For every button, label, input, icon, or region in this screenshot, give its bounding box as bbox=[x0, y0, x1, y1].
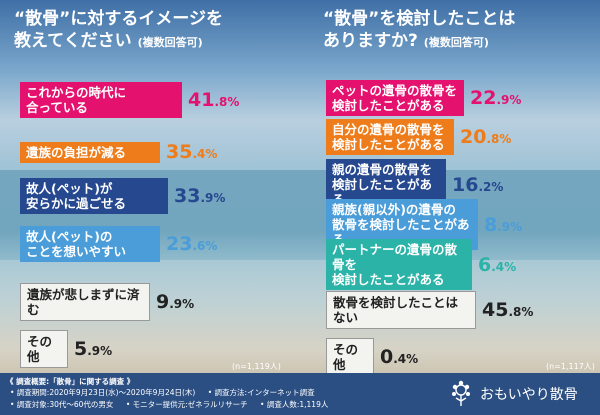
left-bar-0: これからの時代に 合っている 41.8% bbox=[20, 82, 239, 118]
survey-method: • 調査方法:インターネット調査 bbox=[207, 388, 315, 397]
left-category-label: これからの時代に 合っている bbox=[20, 82, 182, 118]
left-value-label: 5.9% bbox=[74, 338, 112, 360]
left-value-main: 5 bbox=[74, 338, 88, 360]
right-value-main: 20 bbox=[460, 126, 487, 148]
right-bar-1: 自分の遺骨の散骨を 検討したことがある 20.8% bbox=[326, 119, 511, 155]
right-bar-0: ペットの遺骨の散骨を 検討したことがある 22.9% bbox=[326, 80, 521, 116]
left-value-label: 33.9% bbox=[174, 185, 225, 207]
right-value-suffix: .8% bbox=[486, 132, 512, 146]
left-sample-size: (n=1,119人) bbox=[232, 362, 281, 371]
right-value-main: 8 bbox=[484, 213, 498, 236]
right-value-label: 22.9% bbox=[470, 87, 521, 109]
left-bar-5: その他 5.9% bbox=[20, 330, 112, 368]
survey-footer: 《 調査概要:「散骨」に関する調査 》 • 調査期間:2020年9月23日(水)… bbox=[0, 373, 600, 415]
left-value-suffix: .4% bbox=[192, 147, 218, 161]
right-value-main: 6 bbox=[478, 253, 492, 276]
left-bar-4: 遺族が悲しまずに済む 9.9% bbox=[20, 283, 194, 321]
left-category-label: 遺族が悲しまずに済む bbox=[20, 283, 150, 321]
survey-target: • 調査対象:30代～60代の男女 bbox=[10, 400, 114, 409]
right-value-label: 45.8% bbox=[482, 299, 533, 321]
left-value-main: 23 bbox=[166, 233, 193, 255]
left-value-suffix: .9% bbox=[200, 191, 226, 205]
right-value-label: 0.4% bbox=[380, 346, 418, 368]
right-value-suffix: .9% bbox=[496, 93, 522, 107]
right-category-label: 自分の遺骨の散骨を 検討したことがある bbox=[326, 119, 454, 155]
left-category-label: 遺族の負担が減る bbox=[20, 141, 160, 163]
survey-provider: • モニター提供元:ゼネラルリサーチ bbox=[125, 400, 248, 409]
left-value-main: 35 bbox=[166, 141, 193, 163]
left-bar-2: 故人(ペット)が 安らかに過ごせる 33.9% bbox=[20, 178, 225, 214]
right-sample-size: (n=1,117人) bbox=[546, 362, 595, 371]
footer-line-2: • 調査対象:30代～60代の男女 • モニター提供元:ゼネラルリサーチ • 調… bbox=[10, 399, 338, 410]
left-value-main: 9 bbox=[156, 291, 170, 313]
right-title-text: “散骨”を検討したことは ありますか? bbox=[323, 9, 516, 51]
left-value-suffix: .9% bbox=[169, 297, 195, 311]
right-value-main: 0 bbox=[380, 346, 394, 368]
left-value-main: 41 bbox=[188, 89, 215, 111]
right-chart-title: “散骨”を検討したことは ありますか? (複数回答可) bbox=[323, 8, 515, 54]
right-category-label: その他 bbox=[326, 338, 374, 376]
right-category-label: 散骨を検討したことはない bbox=[326, 291, 476, 329]
left-value-main: 33 bbox=[174, 185, 201, 207]
right-value-main: 22 bbox=[470, 87, 497, 109]
footer-heading: 《 調査概要:「散骨」に関する調査 》 bbox=[6, 377, 135, 386]
right-value-main: 45 bbox=[482, 299, 509, 321]
right-bar-5: 散骨を検討したことはない 45.8% bbox=[326, 291, 533, 329]
left-value-label: 9.9% bbox=[156, 291, 194, 313]
right-title-subtitle: (複数回答可) bbox=[423, 36, 489, 49]
left-category-label: 故人(ペット)が 安らかに過ごせる bbox=[20, 178, 168, 214]
right-value-suffix: .9% bbox=[497, 219, 523, 234]
left-title-subtitle: (複数回答可) bbox=[137, 36, 203, 49]
right-value-label: 6.4% bbox=[478, 254, 516, 276]
right-bar-6: その他 0.4% bbox=[326, 338, 418, 376]
left-value-suffix: .6% bbox=[192, 239, 218, 253]
right-category-label: パートナーの遺骨の散骨を 検討したことがある bbox=[326, 239, 472, 290]
left-value-suffix: .8% bbox=[214, 95, 240, 109]
right-value-suffix: .4% bbox=[491, 259, 517, 274]
right-value-suffix: .8% bbox=[508, 305, 534, 319]
survey-period: • 調査期間:2020年9月23日(水)～2020年9月24日(木) bbox=[10, 388, 196, 397]
left-value-suffix: .9% bbox=[87, 344, 113, 358]
left-value-label: 23.6% bbox=[166, 233, 217, 255]
left-category-label: 故人(ペット)の ことを想いやすい bbox=[20, 226, 160, 262]
right-value-label: 8.9% bbox=[484, 214, 522, 236]
left-value-label: 41.8% bbox=[188, 89, 239, 111]
brand-logo: おもいやり散骨 bbox=[448, 379, 594, 409]
left-value-label: 35.4% bbox=[166, 141, 217, 163]
footer-line-1: • 調査期間:2020年9月23日(水)～2020年9月24日(木) • 調査方… bbox=[10, 387, 325, 398]
right-value-main: 16 bbox=[452, 173, 479, 196]
left-category-label: その他 bbox=[20, 330, 68, 368]
brand-name: おもいやり散骨 bbox=[480, 387, 578, 403]
survey-count: • 調査人数:1,119人 bbox=[260, 400, 329, 409]
right-category-label: ペットの遺骨の散骨を 検討したことがある bbox=[326, 80, 464, 116]
left-title-text: “散骨”に対するイメージを 教えてください bbox=[14, 9, 224, 51]
left-bar-3: 故人(ペット)の ことを想いやすい 23.6% bbox=[20, 226, 217, 262]
left-bar-1: 遺族の負担が減る 35.4% bbox=[20, 141, 217, 163]
flower-icon bbox=[452, 380, 470, 406]
right-value-suffix: .4% bbox=[393, 352, 419, 366]
right-value-label: 16.2% bbox=[452, 174, 503, 196]
right-value-label: 20.8% bbox=[460, 126, 511, 148]
right-value-suffix: .2% bbox=[478, 179, 504, 194]
right-bar-4: パートナーの遺骨の散骨を 検討したことがある 6.4% bbox=[326, 239, 516, 290]
left-chart-title: “散骨”に対するイメージを 教えてください (複数回答可) bbox=[14, 8, 223, 54]
